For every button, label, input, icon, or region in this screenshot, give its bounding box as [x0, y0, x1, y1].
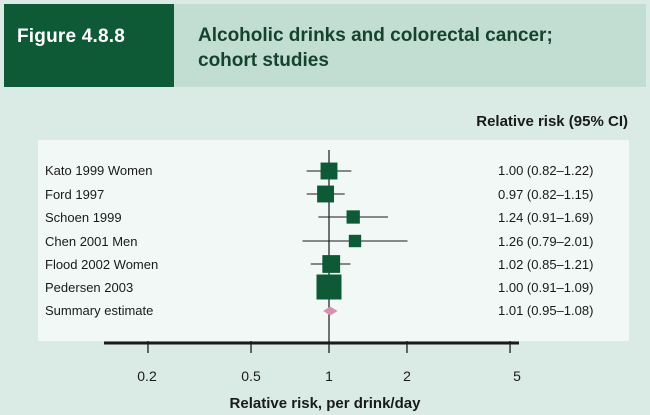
- study-label: Flood 2002 Women: [45, 257, 159, 272]
- ci-value: 1.02 (0.85–1.21): [498, 257, 594, 272]
- column-header: Relative risk (95% CI): [476, 113, 628, 130]
- study-label: Ford 1997: [45, 187, 105, 202]
- summary-diamond: [323, 306, 338, 316]
- ci-value: 1.00 (0.82–1.22): [498, 163, 594, 178]
- ci-value: 1.26 (0.79–2.01): [498, 234, 594, 249]
- summary-label: Summary estimate: [45, 303, 154, 318]
- study-marker: [317, 185, 335, 203]
- study-marker: [322, 255, 341, 273]
- figure-title-box: Alcoholic drinks and colorectal cancer; …: [174, 4, 646, 87]
- figure-label-box: Figure 4.8.8: [4, 4, 174, 87]
- x-tick-label: 1: [325, 368, 333, 384]
- study-marker: [348, 234, 362, 248]
- study-marker: [316, 274, 342, 300]
- x-axis-label: Relative risk, per drink/day: [229, 395, 421, 412]
- study-label: Chen 2001 Men: [45, 234, 138, 249]
- study-marker: [320, 162, 338, 180]
- figure-label: Figure 4.8.8: [17, 26, 125, 47]
- study-marker: [346, 210, 360, 224]
- x-tick-label: 0.5: [241, 368, 261, 384]
- x-tick-label: 2: [403, 368, 411, 384]
- ci-value: 1.24 (0.91–1.69): [498, 210, 594, 225]
- figure-title-line2: cohort studies: [198, 50, 329, 71]
- study-label: Schoen 1999: [45, 210, 122, 225]
- x-tick-label: 0.2: [137, 368, 157, 384]
- study-label: Kato 1999 Women: [45, 163, 153, 178]
- summary-ci-value: 1.01 (0.95–1.08): [498, 303, 594, 318]
- figure-title-line1: Alcoholic drinks and colorectal cancer;: [198, 25, 553, 46]
- ci-value: 0.97 (0.82–1.15): [498, 187, 594, 202]
- x-tick-label: 5: [513, 368, 521, 384]
- study-label: Pedersen 2003: [45, 280, 134, 295]
- ci-value: 1.00 (0.91–1.09): [498, 280, 594, 295]
